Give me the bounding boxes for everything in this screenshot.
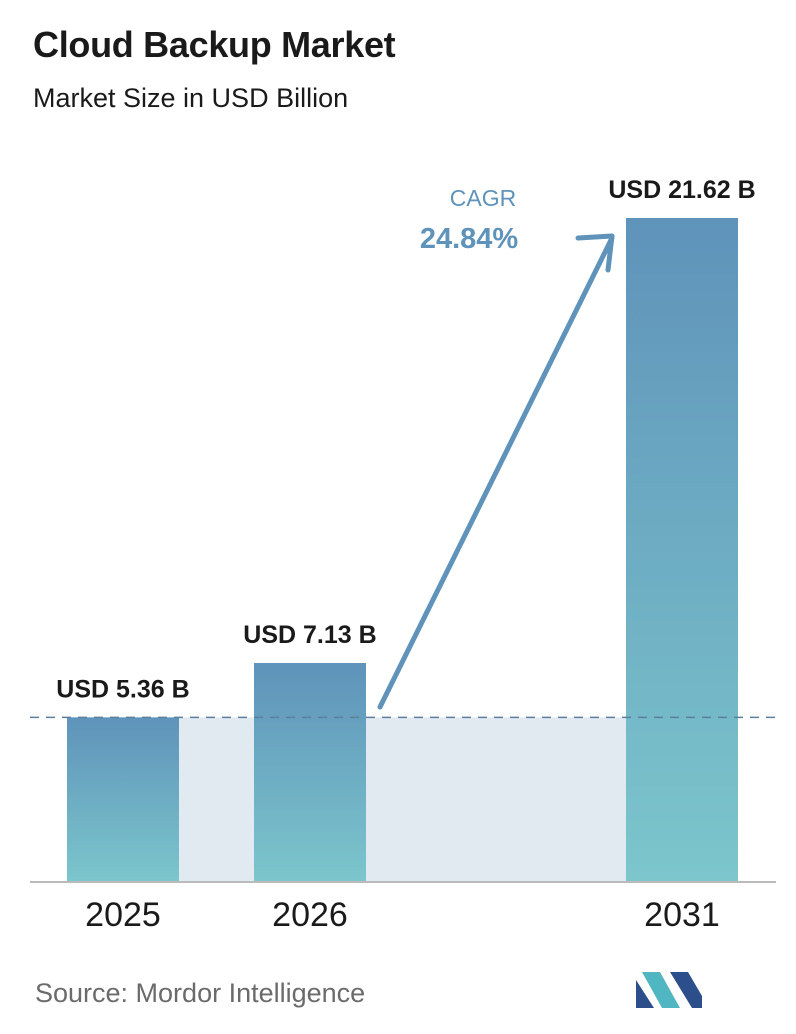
- cagr-annotation: CAGR 24.84%: [377, 185, 615, 710]
- x-axis-ticks: 2025 2026 2031: [85, 896, 720, 934]
- source-note: Source: Mordor Intelligence: [35, 978, 366, 1008]
- x-tick-2031: 2031: [644, 896, 720, 934]
- bar-2025: [67, 717, 179, 882]
- chart-subtitle: Market Size in USD Billion: [33, 83, 349, 113]
- data-label-2026: USD 7.13 B: [243, 621, 376, 649]
- bar-2026: [254, 663, 366, 882]
- bar-chart: USD 5.36 B USD 7.13 B USD 21.62 B 2025 2026…: [30, 176, 776, 934]
- logo-shape-left: [636, 980, 654, 1008]
- reference-line-layer: [30, 716, 776, 883]
- cagr-label: CAGR: [450, 185, 516, 211]
- cagr-arrow-icon: [377, 235, 615, 710]
- bars: [67, 218, 738, 882]
- chart-title: Cloud Backup Market: [33, 24, 396, 65]
- logo-shape-right: [670, 972, 702, 1008]
- x-tick-2025: 2025: [85, 896, 161, 934]
- cagr-value: 24.84%: [420, 223, 519, 255]
- bar-2031: [626, 218, 738, 882]
- data-labels: USD 5.36 B USD 7.13 B USD 21.62 B: [56, 176, 755, 703]
- x-tick-2026: 2026: [272, 896, 348, 934]
- cagr-arrowhead-icon: [575, 233, 615, 273]
- mordor-intelligence-logo: [636, 972, 702, 1008]
- logo-shape-middle: [642, 972, 680, 1008]
- data-label-2031: USD 21.62 B: [608, 176, 755, 204]
- data-label-2025: USD 5.36 B: [56, 675, 189, 703]
